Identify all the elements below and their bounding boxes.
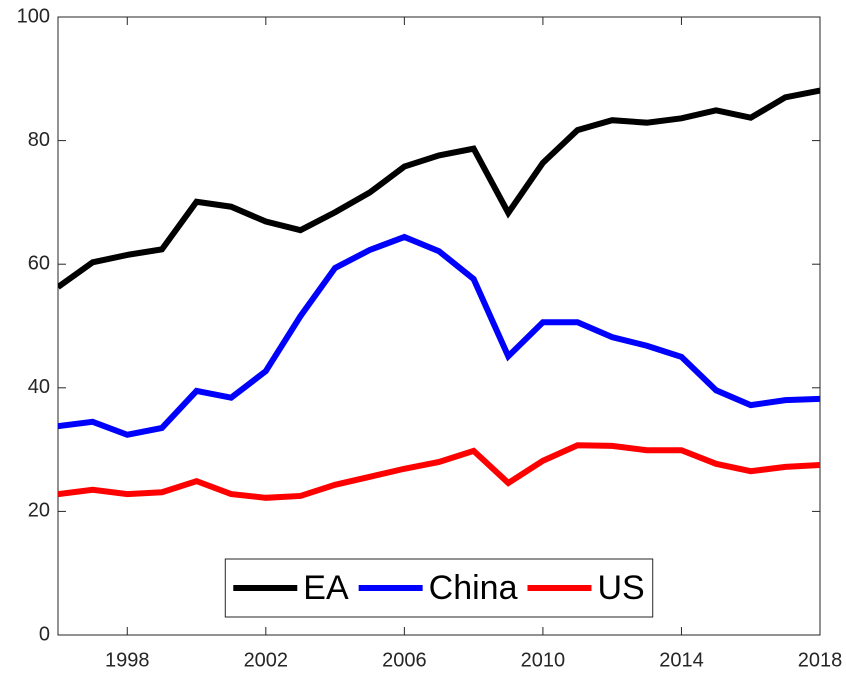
y-tick-label: 100 [17, 5, 50, 27]
x-tick-label: 1998 [105, 649, 150, 671]
x-tick-label: 2014 [659, 649, 704, 671]
y-tick-label: 40 [28, 376, 50, 398]
legend-label: US [597, 569, 644, 607]
x-tick-label: 2010 [521, 649, 566, 671]
legend-label: China [429, 569, 518, 607]
legend-label: EA [303, 569, 349, 607]
data-line [58, 233, 820, 438]
legend: EA China US [224, 558, 654, 618]
y-tick-label: 80 [28, 129, 50, 151]
x-tick-label: 2002 [244, 649, 289, 671]
data-line [58, 442, 820, 501]
y-tick-label: 0 [39, 623, 50, 645]
plot-area [57, 16, 821, 636]
y-tick-label: 20 [28, 500, 50, 522]
x-tick-label: 2006 [382, 649, 427, 671]
data-line [58, 87, 820, 290]
x-tick-label: 2018 [798, 649, 843, 671]
y-tick-label: 60 [28, 252, 50, 274]
